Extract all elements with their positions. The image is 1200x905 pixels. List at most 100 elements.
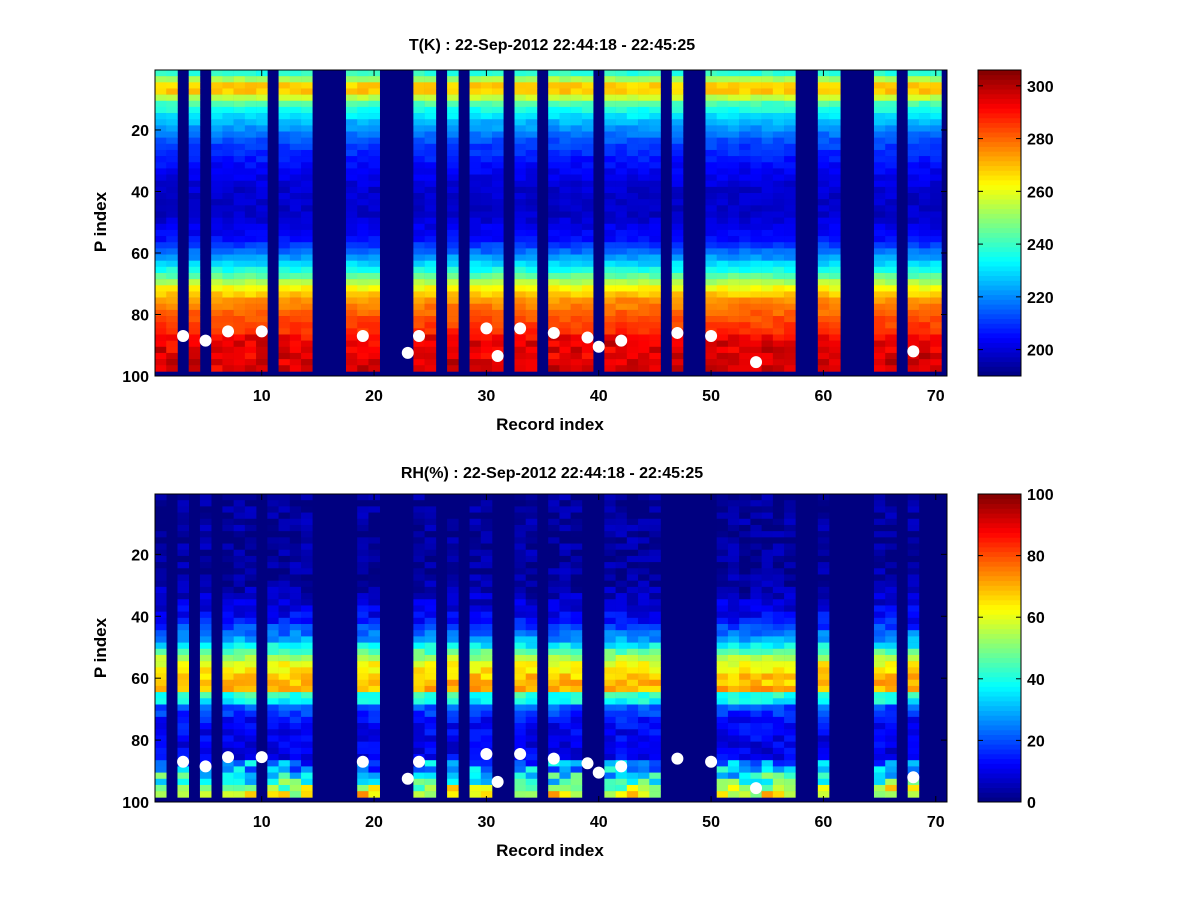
humidity-cell (469, 500, 482, 507)
humidity-cell (480, 593, 493, 600)
temperature-cell (873, 143, 886, 151)
temperature-cell (188, 143, 201, 151)
humidity-cell (469, 512, 482, 520)
humidity-cell (761, 524, 774, 532)
temperature-cell (155, 328, 167, 335)
temperature-cell (716, 125, 729, 132)
temperature-cell (907, 82, 920, 89)
temperature-cell (739, 76, 751, 83)
humidity-cell (615, 735, 628, 742)
humidity-cell (907, 698, 920, 705)
humidity-cell (559, 506, 571, 513)
temperature-cell (368, 156, 380, 163)
temperature-cell (873, 359, 886, 366)
temperature-cell (817, 248, 830, 255)
temperature-cell (256, 193, 268, 200)
temperature-cell (559, 248, 571, 255)
temperature-cell (480, 229, 493, 237)
temperature-colorbar (978, 70, 1021, 377)
temperature-cell (873, 334, 886, 341)
temperature-marker (671, 326, 684, 339)
temperature-cell (604, 186, 616, 194)
humidity-cell (514, 574, 527, 581)
temperature-cell (301, 285, 313, 292)
temperature-cell (525, 88, 538, 95)
temperature-cell (581, 113, 594, 120)
temperature-cell (638, 137, 650, 145)
temperature-cell (548, 303, 560, 311)
humidity-cell (447, 500, 459, 507)
humidity-cell (626, 506, 639, 513)
temperature-cell (817, 352, 830, 360)
temperature-cell (739, 137, 751, 145)
temperature-cell (424, 156, 437, 163)
temperature-cell (671, 260, 684, 268)
temperature-cell (873, 291, 886, 298)
temperature-cell (604, 223, 616, 231)
humidity-cell (615, 636, 628, 643)
temperature-cell (739, 131, 751, 138)
temperature-cell (581, 316, 594, 323)
humidity-cell (716, 766, 729, 773)
humidity-cell (873, 574, 886, 581)
humidity-cell (289, 599, 302, 606)
humidity-cell (548, 667, 560, 674)
temperature-colorbar-strip (978, 246, 1021, 253)
temperature-cell (233, 76, 246, 83)
temperature-cell (615, 168, 628, 175)
humidity-cell (772, 531, 785, 538)
humidity-cell (873, 494, 886, 501)
humidity-cell (413, 599, 425, 606)
temperature-cell (368, 174, 380, 182)
humidity-colorbar-tick-label: 100 (1027, 487, 1054, 504)
temperature-cell (357, 248, 369, 255)
temperature-cell (705, 125, 717, 132)
temperature-cell (256, 168, 268, 175)
temperature-cell (166, 328, 178, 335)
temperature-cell (638, 174, 650, 182)
temperature-cell (211, 131, 223, 138)
humidity-cell (907, 599, 920, 606)
humidity-cell (244, 537, 257, 544)
temperature-cell (368, 285, 380, 292)
temperature-colorbar-strip (978, 237, 1021, 243)
humidity-cell (289, 723, 302, 730)
temperature-cell (615, 291, 628, 298)
humidity-cell (750, 617, 762, 625)
temperature-cell (750, 242, 762, 249)
temperature-cell (233, 205, 246, 212)
temperature-cell (761, 100, 774, 108)
humidity-cell (772, 537, 785, 544)
humidity-cell (244, 605, 257, 612)
temperature-cell (188, 303, 201, 311)
temperature-cell (626, 106, 639, 114)
temperature-cell (413, 106, 425, 114)
temperature-cell (155, 359, 167, 366)
humidity-cell (559, 611, 571, 619)
humidity-cell (447, 617, 459, 625)
humidity-cell (447, 704, 459, 711)
temperature-cell (784, 260, 796, 268)
temperature-marker (581, 331, 594, 344)
temperature-cell (211, 260, 223, 268)
temperature-cell (357, 137, 369, 145)
humidity-cell (784, 698, 796, 705)
humidity-cell (772, 747, 785, 755)
humidity-cell (244, 692, 257, 699)
temperature-cell (222, 88, 234, 95)
temperature-cell (885, 186, 897, 194)
humidity-cell (559, 574, 571, 581)
humidity-cell (885, 716, 897, 724)
temperature-cell (413, 279, 425, 286)
humidity-cell (626, 766, 639, 773)
humidity-cell (548, 531, 560, 538)
temperature-cell (289, 76, 302, 83)
temperature-cell (930, 340, 942, 348)
humidity-cell (570, 562, 583, 569)
humidity-cell (772, 500, 785, 507)
temperature-cell (514, 174, 527, 182)
humidity-cell (244, 506, 257, 513)
humidity-cell (638, 741, 650, 749)
humidity-cell (750, 772, 762, 780)
temperature-cell (514, 70, 527, 77)
